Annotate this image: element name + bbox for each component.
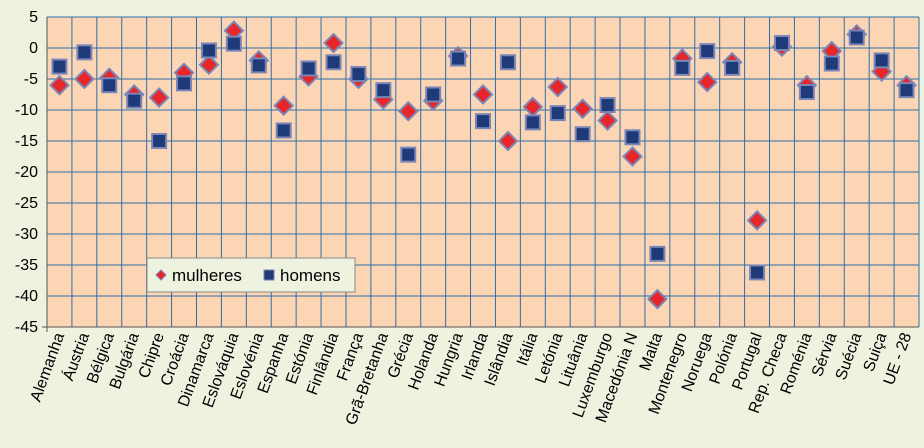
homens-point <box>225 35 242 52</box>
homens-point <box>524 114 541 131</box>
y-tick-label: -30 <box>15 226 38 243</box>
mulheres-point <box>622 146 643 167</box>
homens-point <box>200 42 217 59</box>
homens-point <box>574 126 591 143</box>
mulheres-point <box>871 61 893 82</box>
homens-point <box>848 29 865 46</box>
y-tick-label: -25 <box>15 195 38 212</box>
legend: mulheres homens <box>146 257 356 293</box>
mulheres-point <box>49 74 70 96</box>
y-tick-label: -40 <box>15 288 38 305</box>
homens-point <box>873 52 890 69</box>
homens-point <box>425 86 442 103</box>
y-tick-label: -10 <box>15 102 38 119</box>
homens-point <box>250 57 267 74</box>
homens-point <box>300 60 317 77</box>
y-tick-label: -35 <box>15 257 38 274</box>
mulheres-point <box>497 130 519 152</box>
legend-label-homens: homens <box>280 266 340 285</box>
homens-point <box>176 75 193 92</box>
mulheres-point <box>696 71 718 93</box>
y-tick-label: -5 <box>24 71 38 88</box>
legend-swatch-homens <box>263 269 275 281</box>
y-tick-label: -45 <box>15 319 38 336</box>
homens-point <box>76 44 93 61</box>
homens-point <box>823 55 840 72</box>
y-tick-label: -20 <box>15 164 38 181</box>
homens-point <box>599 97 616 114</box>
homens-point <box>101 77 118 94</box>
homens-point <box>898 82 915 99</box>
homens-point <box>724 59 741 76</box>
homens-point <box>375 82 392 99</box>
homens-point <box>325 54 342 71</box>
homens-point <box>499 54 516 71</box>
mulheres-point <box>646 288 668 310</box>
legend-box <box>146 257 356 293</box>
x-category-labels: AlemanhaÁustriaBélgicaBulgáriaChipreCroá… <box>28 330 916 428</box>
mulheres-point <box>547 76 569 98</box>
mulheres-point <box>746 209 768 231</box>
homens-point <box>749 264 766 281</box>
homens-point <box>773 35 790 52</box>
homens-point <box>798 84 815 101</box>
homens-point <box>450 50 467 67</box>
mulheres-point <box>148 87 170 109</box>
homens-point <box>624 129 641 146</box>
x-category-label: Itália <box>514 330 542 368</box>
homens-point <box>51 58 68 75</box>
homens-point <box>699 43 716 60</box>
mulheres-point <box>397 100 419 122</box>
y-tick-labels: 5 0 -5 -10 -15 -20 -25 -30 -35 -40 -45 <box>15 9 38 336</box>
y-tick-label: -15 <box>15 133 38 150</box>
homens-point <box>674 59 691 76</box>
mulheres-point <box>472 84 494 105</box>
series-homens <box>51 29 915 281</box>
data-series <box>49 20 917 310</box>
x-category-label: Alemanha <box>28 330 69 404</box>
mulheres-point <box>73 68 95 90</box>
homens-point <box>549 105 566 122</box>
y-tick-label: 0 <box>29 40 38 57</box>
legend-swatch-mulheres <box>155 269 167 281</box>
homens-point <box>126 92 143 109</box>
homens-point <box>400 146 417 163</box>
mulheres-point <box>198 54 220 76</box>
y-tick-label: 5 <box>29 9 38 26</box>
mulheres-point <box>597 110 618 131</box>
homens-point <box>275 122 292 139</box>
mulheres-point <box>572 98 594 120</box>
homens-point <box>475 113 491 130</box>
mulheres-point <box>273 95 295 117</box>
homens-point <box>151 133 168 149</box>
homens-point <box>649 245 666 262</box>
homens-point <box>350 66 367 83</box>
mulheres-point <box>323 32 344 54</box>
axes <box>42 17 919 332</box>
legend-label-mulheres: mulheres <box>172 266 242 285</box>
